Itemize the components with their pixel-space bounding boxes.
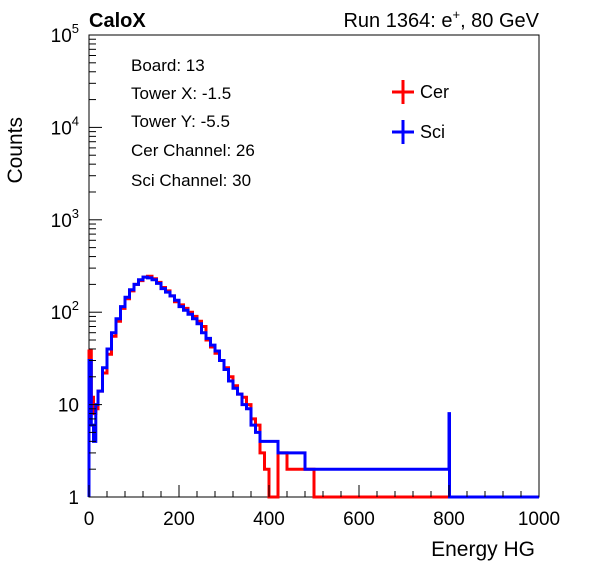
x-axis-ticks: 0 200 400 600 800 1000 [84,485,560,530]
info-box: Board: 13 Tower X: -1.5 Tower Y: -5.5 Ce… [131,56,255,190]
legend-label-cer: Cer [420,82,449,102]
x-tick-label: 600 [343,509,375,530]
info-tower-x: Tower X: -1.5 [131,84,231,103]
x-tick-label: 800 [433,509,465,530]
y-tick-label: 104 [51,113,79,139]
y-axis-title: Counts [4,117,27,184]
x-axis-title: Energy HG [431,538,535,561]
x-tick-label: 1000 [518,509,560,530]
y-tick-label: 103 [51,206,79,232]
x-tick-label: 0 [84,509,95,530]
legend-label-sci: Sci [420,122,445,142]
legend: Cer Sci [392,80,449,144]
info-cer-channel: Cer Channel: 26 [131,141,255,160]
series-cer-line [87,274,539,499]
series-sci-line [87,275,539,499]
plot-frame [88,34,540,498]
info-sci-channel: Sci Channel: 30 [131,171,251,190]
legend-item-cer: Cer [392,80,449,104]
x-tick-label: 400 [253,509,285,530]
y-tick-label: 10 [58,396,79,417]
series-layer [87,274,539,499]
calox-label: CaloX [89,10,146,32]
legend-item-sci: Sci [392,120,445,144]
y-tick-label: 1 [68,488,79,509]
info-board: Board: 13 [131,56,205,75]
y-tick-label: 102 [51,298,79,324]
y-tick-label: 105 [51,21,79,47]
run-info: Run 1364: e+, 80 GeV [343,7,539,32]
info-tower-y: Tower Y: -5.5 [131,112,230,131]
y-axis-ticks: 1 10 102 103 104 105 [51,21,102,509]
x-tick-label: 200 [163,509,195,530]
